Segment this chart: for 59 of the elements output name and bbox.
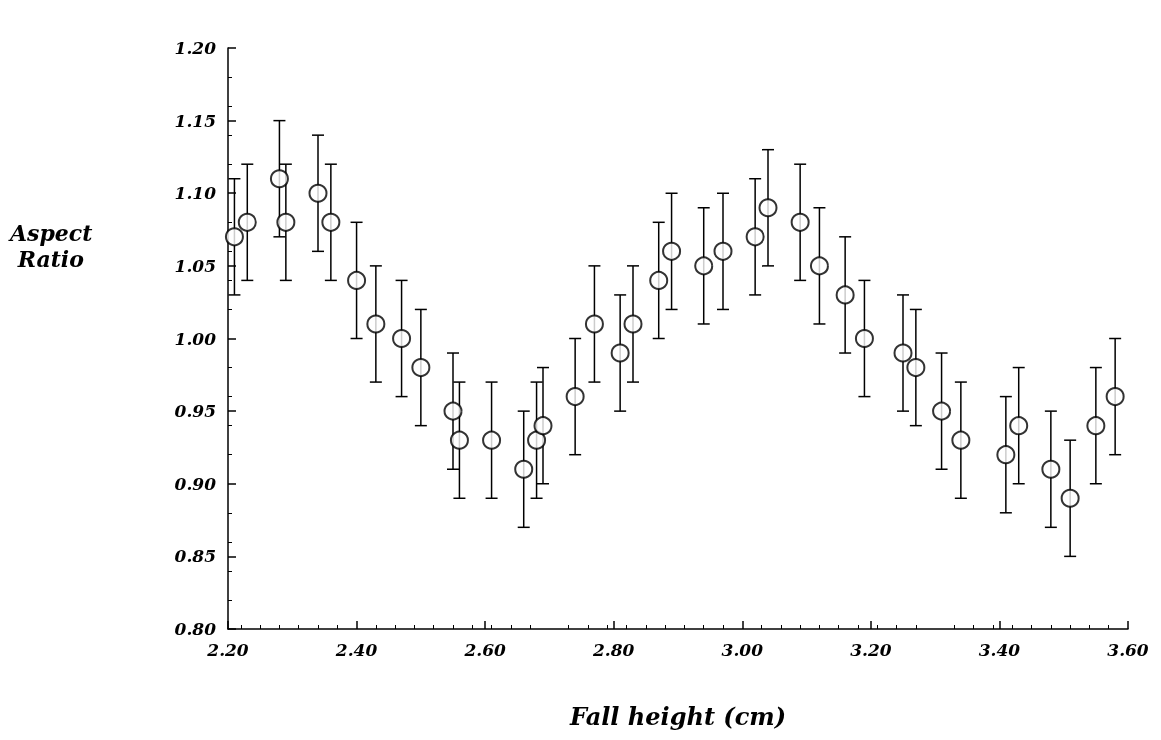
point [854,329,874,348]
point [392,329,412,348]
point [584,314,604,334]
point [449,430,469,450]
point [269,169,289,189]
point [533,416,553,436]
point [1060,488,1080,508]
point [443,401,463,421]
point [623,314,643,334]
point [224,227,244,247]
x-tick-label: 3.60 [1107,639,1149,660]
point [893,343,913,363]
point [1009,416,1029,436]
point [758,198,778,218]
point [649,270,669,290]
point [1086,416,1106,436]
point [662,241,682,261]
y-tick-label: 0.90 [174,473,217,494]
y-tick-label: 0.80 [174,619,217,639]
x-tick-label: 3.40 [978,639,1021,660]
x-tick-label: 3.20 [850,639,892,660]
y-tick-label: 1.05 [174,255,216,276]
point [906,358,926,378]
x-tick-label: 2.60 [463,639,507,660]
point [276,212,296,232]
point [321,212,341,232]
x-tick-label: 2.40 [334,639,378,660]
x-tick-label: 3.00 [721,639,764,660]
y-tick-label: 1.15 [174,110,216,131]
point [237,212,257,232]
y-axis-title: Aspect Ratio [8,220,93,272]
point [411,358,431,378]
y-tick-label: 0.95 [174,401,216,422]
point [565,387,585,407]
point [809,256,829,276]
x-tick-label: 2.80 [592,639,635,660]
point [514,459,534,479]
x-tick-label: 2.20 [206,639,249,660]
point [1041,459,1061,479]
point [951,430,971,450]
y-tick-label: 1.20 [174,38,217,58]
y-tick-label: 0.85 [174,546,216,567]
point [932,401,952,421]
y-tick-label: 1.10 [174,183,217,204]
point [694,256,714,276]
point [366,314,386,334]
point [527,430,547,450]
point [482,430,502,450]
x-axis-title: Fall height (cm) [568,701,787,731]
point [790,212,810,232]
point [713,241,733,261]
point [347,270,367,290]
point [996,445,1016,465]
y-tick-label: 1.00 [174,328,217,349]
point [745,227,765,247]
point [835,285,855,305]
point [308,183,328,203]
point [1105,387,1125,407]
point [610,343,630,363]
